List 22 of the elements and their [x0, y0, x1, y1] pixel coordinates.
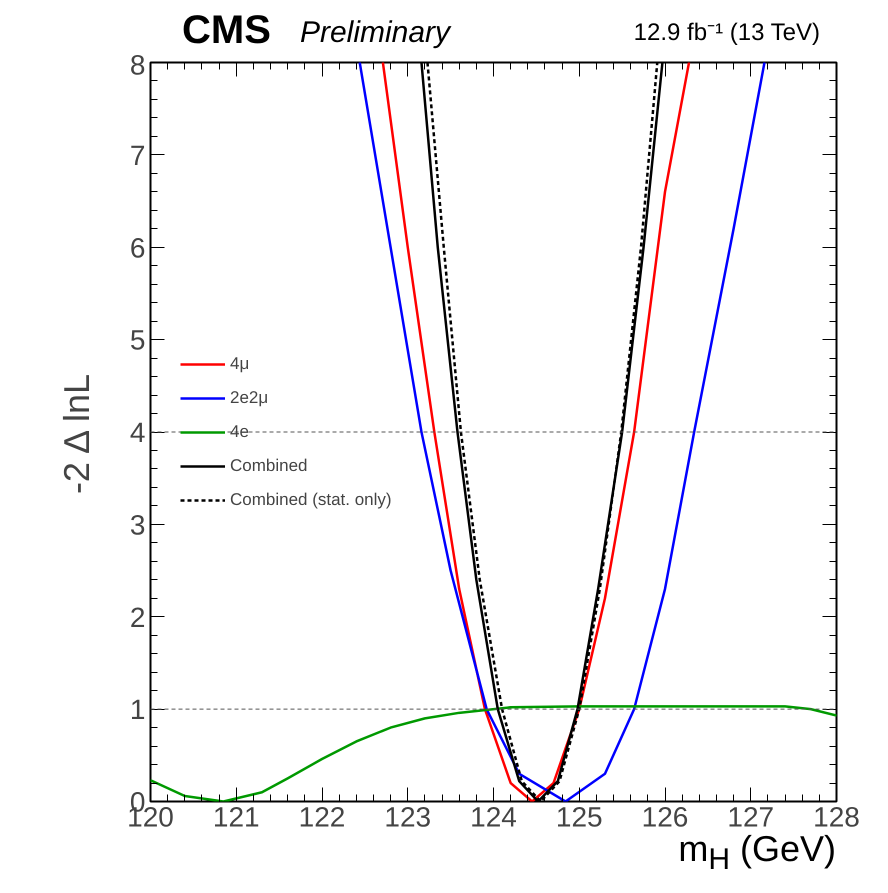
y-tick-label: 8 [130, 50, 146, 80]
y-tick-label: 4 [130, 417, 146, 448]
legend-label: 4e [230, 422, 250, 442]
y-tick-label: 7 [130, 140, 146, 171]
y-tick-label: 2 [130, 602, 146, 633]
x-tick-label: 124 [470, 802, 517, 832]
y-tick-label: 6 [130, 232, 146, 264]
chart-subtitle: Preliminary [300, 15, 450, 51]
y-axis-title: -2 Δ lnL [56, 374, 97, 494]
x-tick-label: 123 [384, 802, 432, 832]
y-tick-label: 5 [130, 324, 146, 356]
x-tick-label: 122 [298, 802, 346, 832]
y-tick-label: 1 [130, 694, 146, 726]
x-tick-label: 125 [556, 802, 603, 832]
chart-title: CMS [182, 7, 271, 54]
legend-label: 2e2μ [230, 388, 268, 408]
legend-label: Combined [230, 456, 308, 476]
legend-label: Combined (stat. only) [230, 490, 392, 510]
x-tick-label: 121 [212, 802, 260, 832]
text: 12.9 fb⁻¹ (13 TeV) [634, 18, 820, 48]
legend-label: 4μ [230, 354, 250, 374]
y-tick-label: 3 [130, 509, 146, 540]
